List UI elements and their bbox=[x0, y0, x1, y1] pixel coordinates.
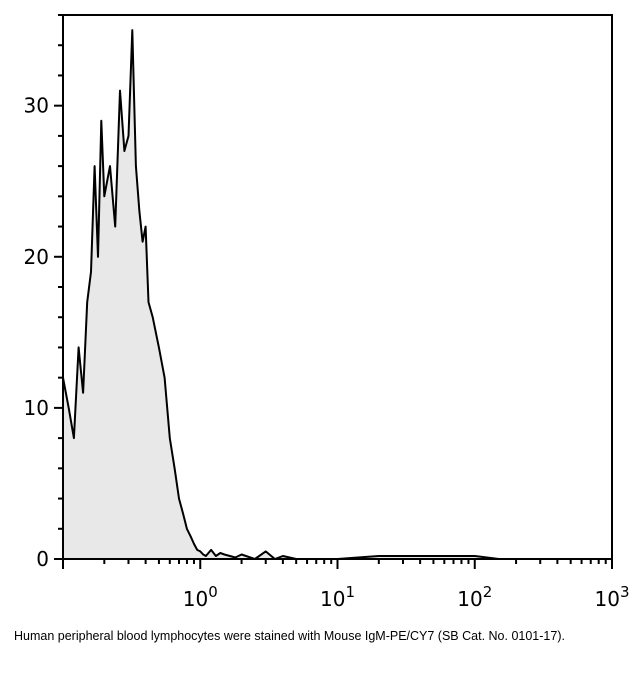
y-tick-label: 30 bbox=[24, 94, 49, 118]
x-axis-labels: 100 101 102 103 bbox=[183, 583, 630, 611]
x-axis-ticks bbox=[62, 559, 613, 569]
x-tick-base: 10 bbox=[183, 587, 208, 611]
x-tick-base: 10 bbox=[595, 587, 620, 611]
x-tick-base: 10 bbox=[320, 587, 345, 611]
x-tick-label: 101 bbox=[320, 583, 355, 611]
y-axis-labels: 0 10 20 30 bbox=[24, 94, 49, 571]
x-tick-base: 10 bbox=[457, 587, 482, 611]
y-tick-label: 10 bbox=[24, 396, 49, 420]
x-tick-label: 103 bbox=[595, 583, 630, 611]
histogram-area-group bbox=[62, 29, 612, 560]
y-axis-ticks bbox=[54, 14, 63, 560]
figure-caption: Human peripheral blood lymphocytes were … bbox=[14, 629, 565, 643]
x-tick-exponent: 1 bbox=[345, 583, 355, 601]
x-tick-label: 100 bbox=[183, 583, 218, 611]
y-tick-label: 20 bbox=[24, 245, 49, 269]
x-tick-label: 102 bbox=[457, 583, 492, 611]
y-tick-label: 0 bbox=[36, 547, 49, 571]
x-tick-exponent: 0 bbox=[208, 583, 218, 601]
histogram-fill bbox=[63, 30, 612, 560]
x-tick-exponent: 2 bbox=[483, 583, 493, 601]
x-tick-exponent: 3 bbox=[620, 583, 630, 601]
